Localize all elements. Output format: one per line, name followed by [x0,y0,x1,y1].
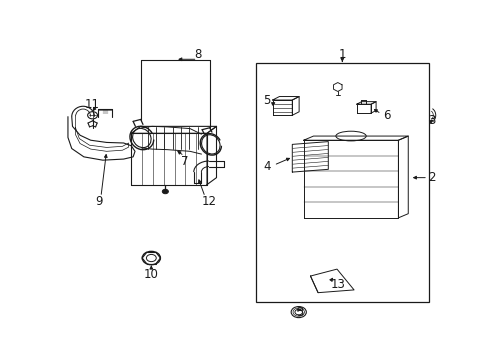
Text: 8: 8 [193,48,201,61]
Text: 12: 12 [201,195,216,208]
Text: 9: 9 [95,195,102,208]
Text: 13: 13 [330,278,345,291]
Text: 7: 7 [180,154,188,167]
Text: 11: 11 [84,98,100,111]
Text: 10: 10 [143,268,159,281]
Text: 2: 2 [427,171,435,184]
Circle shape [162,189,168,194]
Text: 3: 3 [427,114,434,127]
Text: 6: 6 [383,109,390,122]
Text: 5: 5 [263,94,270,107]
Text: 3: 3 [296,306,303,319]
Text: 4: 4 [263,160,270,173]
Text: 1: 1 [338,48,346,61]
Bar [256,63,428,302]
